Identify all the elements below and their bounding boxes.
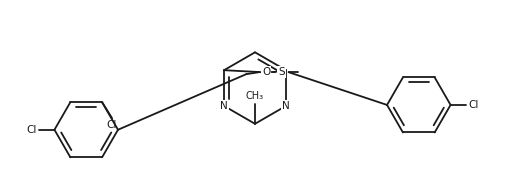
Text: CH₃: CH₃ <box>245 91 264 101</box>
Text: O: O <box>262 67 270 77</box>
Text: Cl: Cl <box>26 125 37 135</box>
Text: Cl: Cl <box>107 120 117 130</box>
Text: N: N <box>220 101 228 111</box>
Text: S: S <box>278 67 285 77</box>
Text: N: N <box>281 101 289 111</box>
Text: Cl: Cl <box>468 100 478 110</box>
